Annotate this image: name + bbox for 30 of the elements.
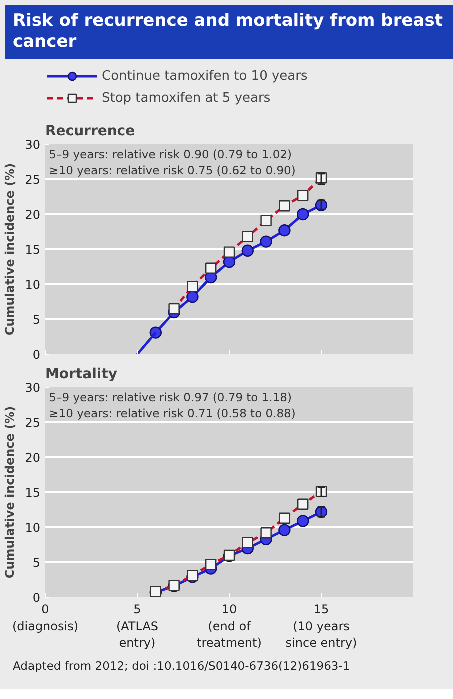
legend-label: Stop tamoxifen at 5 years — [102, 90, 271, 106]
y-tick-label: 30 — [25, 381, 41, 395]
chart-subtitle: Recurrence — [46, 124, 136, 140]
chart-title: Risk of recurrence and mortality from breast cancer — [13, 11, 444, 53]
annotation: 5–9 years: relative risk 0.97 (0.79 to 1.18) — [49, 390, 292, 405]
y-tick-label: 0 — [32, 591, 41, 605]
y-axis-title: Cumulative incidence (%) — [3, 406, 18, 579]
y-tick-label: 25 — [25, 173, 41, 187]
annotation: ≥10 years: relative risk 0.71 (0.58 to 0.88) — [49, 406, 296, 421]
chart-title: Mortality — [46, 366, 118, 382]
y-tick-label: 15 — [25, 243, 41, 257]
annotation: 5–9 years: relative risk 0.90 (0.79 to 1.02) — [49, 148, 292, 162]
x-tick-label: 5 (ATLAS entry) — [116, 602, 159, 650]
legend-label: Continue tamoxifen to 10 years — [102, 68, 308, 84]
y-tick-label: 10 — [25, 278, 41, 292]
y-tick-label: 0 — [32, 348, 41, 362]
y-tick-label: 15 — [25, 486, 41, 500]
y-tick-label: 25 — [25, 416, 41, 430]
annotation: ≥10 years: relative risk 0.75 (0.62 to 0.90) — [49, 164, 296, 178]
x-tick-label: 0 (diagnosis) — [12, 602, 79, 634]
y-tick-label: 30 — [25, 138, 41, 152]
y-tick-label: 20 — [25, 451, 41, 465]
y-tick-label: 20 — [25, 208, 41, 222]
y-tick-label: 5 — [32, 313, 41, 327]
x-tick-label: 15 (10 years since entry) — [286, 602, 358, 650]
x-tick-label: 10 (end of treatment) — [197, 602, 262, 650]
text: Adapted from 2012; doi :10.1016/S0140-6736(12)61963-1 — [13, 658, 350, 674]
y-axis-title: Cumulative incidence (%) — [3, 163, 18, 336]
y-tick-label: 5 — [32, 556, 41, 570]
y-tick-label: 10 — [25, 521, 41, 535]
